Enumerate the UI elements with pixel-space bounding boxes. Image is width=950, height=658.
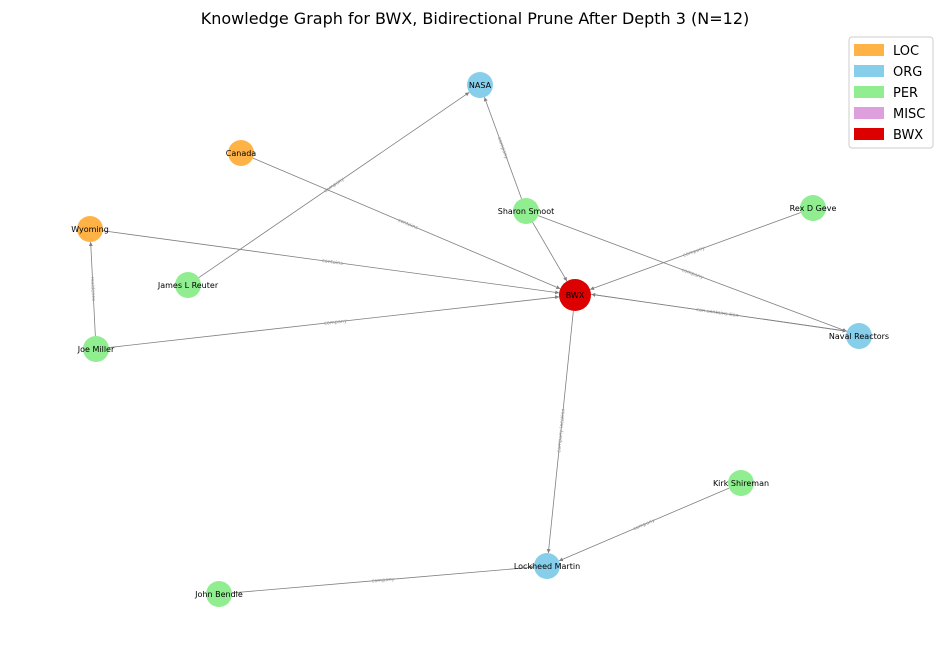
edge-label: company	[680, 267, 704, 281]
graph-node: Canada	[226, 140, 257, 166]
edge-line	[252, 157, 561, 290]
chart-title: Knowledge Graph for BWX, Bidirectional P…	[201, 9, 750, 28]
edge	[591, 293, 847, 333]
legend-swatch	[854, 128, 884, 140]
edge-line	[102, 230, 560, 295]
edge-label: company	[371, 577, 395, 585]
edge-label: contains	[322, 258, 344, 267]
graph-node: Wyoming	[71, 216, 109, 242]
node-label: NASA	[469, 81, 492, 90]
edge-line	[558, 487, 730, 562]
node-circle	[534, 553, 560, 579]
graph-node: Joe Miller	[77, 336, 115, 362]
legend-label: BWX	[893, 128, 923, 143]
node-label: Joe Miller	[77, 345, 115, 354]
edge-line	[538, 215, 847, 332]
legend-swatch	[854, 107, 884, 119]
node-label: Wyoming	[71, 225, 109, 234]
node-circle	[559, 279, 591, 311]
legend-swatch	[854, 65, 884, 77]
edge: contains	[102, 230, 560, 295]
node-circle	[800, 195, 826, 221]
edge-line	[546, 310, 574, 554]
edge-label: company	[323, 176, 345, 194]
graph-node: Lockheed Martin	[514, 553, 580, 579]
node-label: James L Reuter	[157, 281, 219, 290]
node-circle	[83, 336, 109, 362]
edge-line	[231, 565, 535, 594]
edge: residence	[88, 241, 96, 337]
graph-node: James L Reuter	[157, 272, 219, 298]
edge-label: con contains tion	[696, 307, 739, 319]
node-circle	[228, 140, 254, 166]
legend-label: MISC	[893, 107, 925, 122]
legend-label: LOC	[893, 44, 919, 59]
node-label: Lockheed Martin	[514, 562, 580, 571]
node-circle	[846, 323, 872, 349]
node-label: Kirk Shireman	[713, 479, 769, 488]
nodes-layer: NASA Canada Sharon Smoot Rex D Geve Wyoming J…	[71, 72, 889, 607]
graph-node: John Bendle	[194, 581, 243, 607]
graph-node: NASA	[467, 72, 493, 98]
edge	[532, 222, 568, 282]
edge: company	[558, 487, 730, 562]
node-label: Rex D Geve	[790, 204, 837, 213]
edges-layer: company company contains contains company com…	[88, 92, 847, 594]
node-label: BWX	[566, 291, 585, 300]
graph-node: Rex D Geve	[790, 195, 837, 221]
edge-label: company	[682, 245, 706, 259]
edge: company	[483, 97, 522, 199]
edge-label: residence	[89, 277, 96, 302]
edge: company	[538, 215, 847, 332]
node-label: Canada	[226, 149, 257, 158]
legend-frame	[848, 36, 934, 149]
node-circle	[77, 216, 103, 242]
legend: LOC ORG PER MISC BWX	[848, 36, 934, 149]
node-label: John Bendle	[194, 590, 243, 599]
edge: company location	[546, 310, 574, 554]
edge-line	[589, 212, 801, 291]
edge-label: company	[496, 136, 510, 160]
edge-label: company location	[556, 408, 567, 453]
legend-swatch	[854, 86, 884, 98]
legend-label: ORG	[893, 65, 922, 80]
edge-line	[483, 97, 522, 199]
edge: company	[108, 295, 560, 348]
edge-line	[591, 293, 847, 333]
edge: company	[198, 92, 470, 278]
node-circle	[513, 198, 539, 224]
legend-swatch	[854, 44, 884, 56]
node-circle	[728, 470, 754, 496]
node-label: Sharon Smoot	[498, 207, 554, 216]
edge-line	[108, 295, 560, 348]
edge: company	[231, 565, 535, 594]
graph-node: Kirk Shireman	[713, 470, 769, 496]
node-circle	[467, 72, 493, 98]
legend-label: PER	[893, 86, 918, 101]
edge-line	[198, 92, 470, 278]
graph-node: BWX	[559, 279, 591, 311]
edge-label: contains	[397, 218, 419, 232]
edge-line	[532, 222, 568, 282]
edge-label: company	[632, 518, 656, 533]
node-circle	[175, 272, 201, 298]
edge-label: company	[324, 318, 348, 327]
edge-line	[88, 241, 96, 337]
node-label: Naval Reactors	[829, 332, 889, 341]
graph-node: Naval Reactors	[829, 323, 889, 349]
graph-node: Sharon Smoot	[498, 198, 554, 224]
node-circle	[206, 581, 232, 607]
